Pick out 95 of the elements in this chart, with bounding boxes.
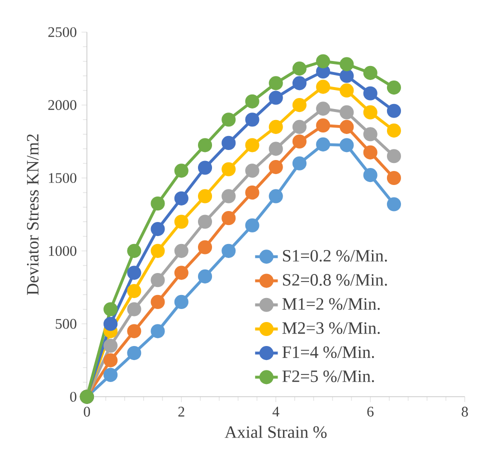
point — [174, 266, 188, 280]
point — [127, 346, 142, 360]
point — [150, 196, 165, 211]
y-tick-label: 2000 — [48, 100, 76, 110]
y-tick-label: 2500 — [48, 27, 76, 38]
point — [103, 368, 118, 382]
point — [127, 302, 142, 316]
point — [316, 102, 330, 116]
point — [150, 294, 165, 310]
point — [174, 214, 188, 229]
point — [245, 112, 260, 127]
point — [363, 66, 378, 80]
point — [316, 54, 330, 68]
point — [340, 120, 354, 134]
point — [198, 160, 212, 175]
point — [198, 240, 212, 254]
x-axis-title: Axial Strain % — [224, 426, 327, 438]
legend-label: F1=4 %/Min. — [282, 346, 374, 358]
point — [268, 90, 283, 105]
point — [316, 118, 330, 133]
point — [222, 162, 236, 176]
point — [222, 189, 236, 204]
point — [386, 80, 401, 95]
point — [386, 124, 401, 138]
y-tick-label: 0 — [70, 392, 76, 402]
point — [222, 136, 236, 150]
legend-label: M2=3 %/Min. — [282, 322, 380, 334]
point — [316, 80, 330, 94]
point — [245, 186, 260, 200]
point — [292, 120, 307, 134]
point — [340, 83, 354, 98]
point — [340, 57, 354, 72]
y-tick-label: 500 — [56, 318, 76, 329]
point — [103, 338, 118, 353]
y-tick-label: 1000 — [48, 246, 76, 256]
point — [198, 138, 212, 152]
point — [316, 137, 330, 152]
legend-label: S1=0.2 %/Min. — [283, 250, 387, 262]
legend-label: S2=0.8 %/Min. — [283, 274, 387, 286]
point — [103, 316, 118, 331]
point — [386, 149, 401, 164]
point — [150, 244, 165, 258]
point — [245, 138, 260, 152]
point — [292, 62, 307, 76]
point — [292, 98, 307, 112]
y-tick-label: 1500 — [48, 173, 76, 183]
point — [198, 189, 212, 204]
point — [174, 164, 188, 178]
x-tick-label: 0 — [84, 406, 90, 417]
point — [363, 145, 378, 160]
point — [127, 244, 142, 258]
point — [292, 156, 307, 170]
point — [174, 294, 188, 310]
point — [198, 269, 212, 284]
point — [222, 211, 236, 226]
point — [386, 104, 401, 118]
point — [150, 273, 165, 288]
point — [245, 94, 260, 108]
x-tick-label: 4 — [272, 406, 280, 416]
x-tick-label: 6 — [367, 406, 374, 417]
point — [103, 302, 118, 316]
point — [363, 105, 378, 120]
point — [340, 138, 354, 152]
point — [268, 120, 283, 134]
point — [386, 197, 401, 212]
point — [127, 266, 142, 280]
point — [363, 86, 378, 100]
point — [363, 168, 378, 182]
point — [198, 214, 212, 229]
point — [292, 134, 307, 149]
x-tick-label: 2 — [178, 406, 184, 416]
point — [268, 189, 283, 204]
point — [268, 142, 283, 156]
point — [150, 324, 165, 338]
point — [103, 353, 118, 368]
point — [340, 68, 354, 83]
point — [245, 218, 260, 232]
y-axis-title: Deviator Stress KN/m2 — [26, 134, 39, 296]
legend-label: M1=2 %/Min. — [282, 298, 380, 310]
point — [268, 160, 283, 174]
point — [174, 191, 188, 206]
point — [222, 244, 236, 258]
point — [268, 76, 283, 90]
point — [340, 105, 354, 120]
point — [127, 324, 142, 338]
legend-label: F2=5 %/Min. — [282, 370, 374, 382]
x-tick-label: 8 — [462, 406, 468, 417]
point — [292, 76, 307, 90]
point — [127, 284, 142, 298]
point — [386, 170, 401, 186]
point — [245, 164, 260, 178]
point — [363, 127, 378, 142]
point — [150, 222, 165, 236]
point — [174, 244, 188, 258]
point — [222, 112, 236, 127]
